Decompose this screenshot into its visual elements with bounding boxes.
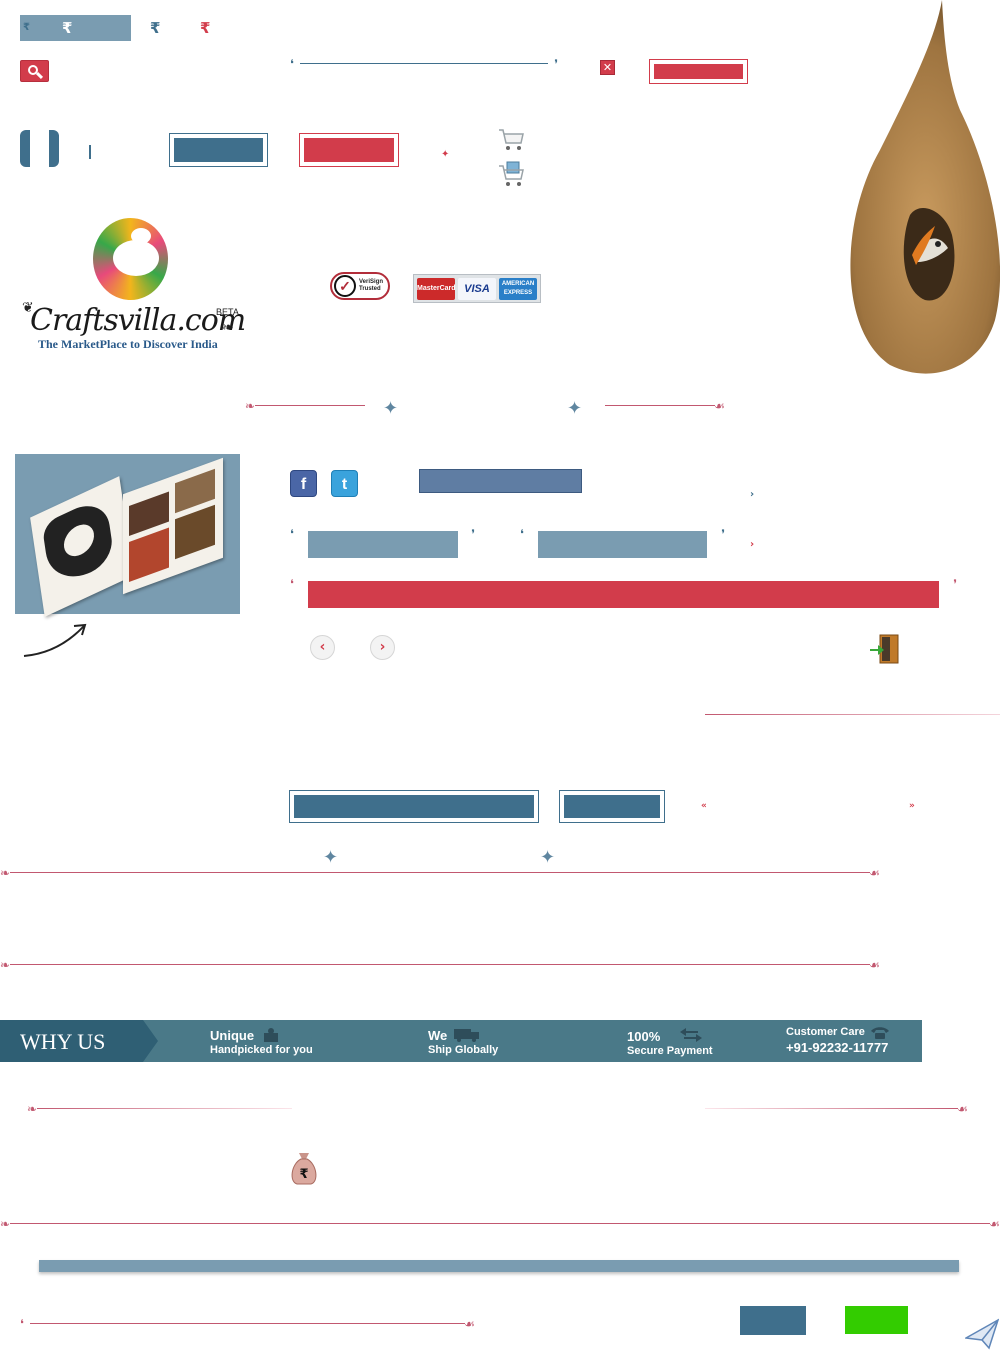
rupee-icon[interactable]: ₹: [200, 19, 211, 37]
search-input[interactable]: ❛ ❜: [290, 57, 558, 71]
logo-swirl-icon: [93, 218, 168, 300]
star-icon: ✦: [567, 398, 583, 419]
promo-banner[interactable]: [308, 581, 939, 608]
star-icon: ✦: [383, 398, 399, 419]
divider-ornament: ❧ ☙: [0, 1217, 1000, 1231]
twitter-icon[interactable]: t: [331, 470, 358, 497]
tab-button[interactable]: [308, 531, 458, 558]
exit-door-icon[interactable]: [868, 633, 902, 665]
search-icon: [28, 65, 38, 75]
divider-line: [705, 714, 1000, 715]
category-button[interactable]: [289, 790, 539, 823]
go-button[interactable]: [845, 1306, 908, 1334]
footer-bar: [39, 1260, 959, 1272]
gift-cart-icon[interactable]: [498, 160, 526, 188]
divider-ornament: ❧: [245, 400, 375, 412]
signup-button[interactable]: [299, 133, 399, 167]
send-icon[interactable]: [965, 1318, 999, 1350]
why-us-title: WHY US: [20, 1029, 106, 1054]
logo-wordmark[interactable]: Craftsvilla.com: [30, 303, 246, 338]
why-us-item: We Ship Globally: [428, 1028, 499, 1056]
divider-ornament: ☙: [695, 1103, 968, 1115]
exchange-arrows-icon: [680, 1028, 702, 1042]
checkmark-icon: ✓: [334, 275, 356, 297]
payment-cards: MasterCard VISA AMERICAN EXPRESS: [413, 274, 541, 303]
chevron-right-icon[interactable]: ›: [750, 489, 755, 500]
search-button[interactable]: [20, 60, 49, 82]
divider-ornament: ☙: [595, 400, 725, 412]
bird-nest-image: [850, 0, 1000, 374]
tab-button[interactable]: [538, 531, 707, 558]
mastercard-logo: MasterCard: [417, 278, 456, 300]
view-all-button[interactable]: [559, 790, 665, 823]
catalog-magazine-image[interactable]: [15, 454, 240, 617]
amex-logo: AMERICAN EXPRESS: [499, 278, 537, 300]
visa-logo: VISA: [458, 278, 496, 300]
login-button[interactable]: [169, 133, 268, 167]
facebook-icon[interactable]: f: [290, 470, 317, 497]
logo-tagline: The MarketPlace to Discover India: [38, 337, 218, 351]
verisign-badge[interactable]: ✓ VeriSign Trusted: [330, 272, 390, 300]
truck-icon: [454, 1029, 479, 1042]
search-submit-button[interactable]: [649, 59, 748, 84]
svg-text:₹: ₹: [299, 1167, 308, 1182]
customer-care[interactable]: Customer Care +91-92232-11777: [786, 1026, 889, 1055]
why-us-item: Unique Handpicked for you: [210, 1028, 313, 1056]
star-icon: ✦: [323, 847, 339, 868]
currency-selector[interactable]: ₹ ₹: [20, 15, 131, 41]
nav-next-tab[interactable]: [49, 130, 59, 167]
beta-badge: BETA: [216, 307, 239, 317]
divider-ornament: ❧ ☙: [0, 958, 880, 972]
like-bar[interactable]: [419, 469, 582, 493]
nav-divider: [89, 145, 91, 159]
chevron-left-icon[interactable]: ‹: [310, 635, 335, 660]
gift-icon: [264, 1028, 278, 1042]
rupee-icon: ₹: [23, 22, 30, 33]
chevron-right-icon[interactable]: ›: [370, 635, 395, 660]
divider-ornament: ❧ ☙: [0, 866, 880, 880]
why-us-item: 100% Secure Payment: [627, 1029, 713, 1057]
divider-ornament: ❧: [27, 1103, 302, 1115]
rupee-icon[interactable]: ₹: [150, 19, 161, 37]
chevron-right-icon[interactable]: ›: [750, 539, 755, 550]
arrow-icon: [23, 623, 87, 657]
share-button[interactable]: [740, 1306, 806, 1335]
rupee-icon: ₹: [62, 19, 73, 37]
double-chevron-left-icon[interactable]: «: [701, 801, 707, 811]
sparkle-icon: ✦: [441, 149, 450, 160]
cart-icon[interactable]: [498, 128, 526, 152]
why-us-banner: WHY US Unique Handpicked for you We Ship…: [0, 1020, 922, 1062]
nav-prev-tab[interactable]: [20, 130, 30, 167]
close-icon[interactable]: ✕: [600, 60, 615, 75]
double-chevron-right-icon[interactable]: »: [909, 801, 915, 811]
divider-ornament: ❛ ☙: [20, 1317, 475, 1331]
phone-icon: [871, 1027, 889, 1039]
star-icon: ✦: [540, 847, 556, 868]
money-bag-icon: ₹: [291, 1153, 317, 1185]
